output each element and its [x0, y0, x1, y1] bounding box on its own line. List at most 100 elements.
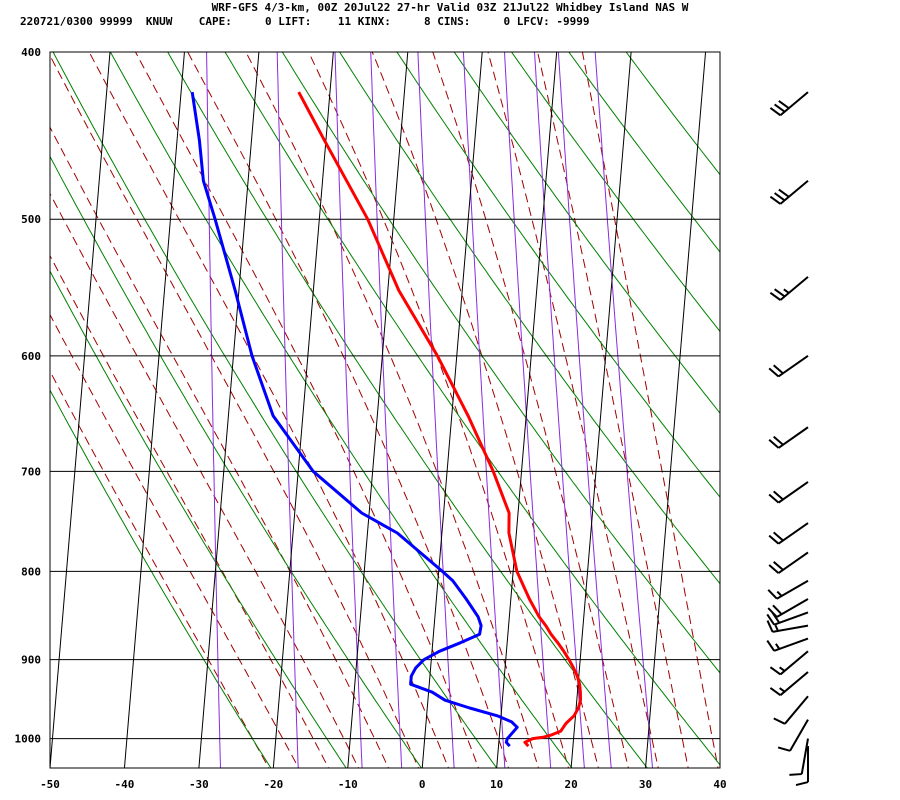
dry-adiabat-line	[50, 389, 272, 768]
dry-adiabat-line	[511, 52, 720, 333]
wind-barb-shaft	[776, 579, 809, 600]
moist-adiabat-line	[50, 126, 390, 768]
wind-barb-shaft	[784, 695, 809, 725]
wind-barb-flag	[768, 534, 780, 545]
wind-barb-shaft	[777, 426, 809, 449]
wind-barb-shaft	[777, 522, 809, 545]
isotherm-line	[421, 52, 483, 768]
wind-barb-flag	[778, 188, 790, 198]
moist-adiabat-line	[88, 52, 450, 768]
x-tick-label: 0	[419, 778, 426, 791]
wind-barb-flag	[789, 773, 802, 776]
wind-barb-half-flag	[779, 666, 786, 672]
dry-adiabat-line	[281, 52, 720, 674]
mixing-ratio-line	[557, 52, 612, 768]
mixing-ratio-line	[334, 52, 363, 768]
dry-adiabat-line	[396, 52, 720, 498]
moist-adiabat-line	[371, 52, 599, 768]
wind-barb-shaft	[779, 276, 809, 301]
wind-barb-shaft	[772, 624, 809, 633]
wind-barb-flag	[768, 367, 780, 378]
wind-barb-flag	[773, 364, 784, 375]
wind-barb-flag	[766, 613, 775, 626]
dry-adiabat-line	[50, 155, 422, 768]
dry-adiabats	[50, 52, 720, 768]
wind-barb	[766, 611, 809, 626]
wind-barb	[769, 91, 809, 117]
wind-barb-shaft	[773, 611, 809, 626]
wind-barb-shaft	[777, 481, 809, 504]
wind-barb-flag	[773, 531, 784, 542]
wind-barb-shaft	[776, 598, 809, 618]
y-tick-label: 900	[21, 654, 41, 667]
isotherm-line	[570, 52, 632, 768]
wind-barb-half-flag	[775, 643, 781, 650]
wind-barb-flag	[771, 612, 781, 624]
moist-adiabat-line	[487, 52, 659, 768]
temperature-profile	[297, 91, 582, 748]
isotherm-line	[198, 52, 260, 768]
mixing-ratio-line	[462, 52, 506, 768]
moist-adiabat-line	[50, 192, 360, 768]
y-tick-label: 800	[21, 565, 41, 578]
x-tick-label: 20	[564, 778, 577, 791]
mixing-ratio-line	[417, 52, 455, 768]
wind-barb-shaft	[789, 719, 809, 752]
wind-barb-flag	[774, 192, 786, 202]
wind-barb	[773, 695, 809, 725]
wind-barb-flag	[773, 435, 784, 446]
wind-barb	[769, 650, 809, 676]
grid	[50, 52, 720, 768]
y-tick-label: 500	[21, 213, 41, 226]
wind-barb-half-flag	[783, 288, 790, 294]
tick-labels: -50 -40 -30 -20 -10 0 10 20 30 40 400 500 600 700 800 9…	[15, 46, 727, 791]
wind-barb-flag	[769, 195, 782, 205]
wind-barb-flag	[795, 781, 809, 787]
wind-barb-shaft	[779, 91, 809, 117]
dry-adiabat-line	[568, 52, 720, 253]
dry-adiabat-line	[224, 52, 720, 766]
wind-barb-flag	[769, 687, 782, 696]
wind-barb	[768, 522, 809, 545]
wind-barb	[767, 579, 809, 600]
x-tick-label: -10	[338, 778, 358, 791]
wind-barb	[766, 620, 809, 633]
isotherm-line	[719, 762, 720, 768]
x-tick-label: -20	[263, 778, 283, 791]
wind-barb-half-flag	[776, 590, 783, 597]
wind-barb-flag	[769, 291, 782, 301]
isotherm-line	[123, 52, 185, 768]
mixing-ratio-line	[276, 52, 299, 768]
wind-barb-shaft	[779, 180, 809, 205]
wind-barb-flag	[772, 604, 783, 615]
wind-barb	[768, 481, 809, 504]
isotherm-line	[347, 52, 409, 768]
isotherm-line	[50, 52, 111, 768]
y-tick-label: 600	[21, 350, 41, 363]
dry-adiabat-line	[625, 52, 720, 176]
wind-barb-flag	[773, 717, 786, 725]
wind-barb	[769, 671, 809, 696]
wind-barb	[766, 637, 809, 652]
y-tick-label: 700	[21, 465, 41, 478]
moist-adiabat-line	[50, 54, 420, 768]
x-tick-label: -30	[189, 778, 209, 791]
dry-adiabat-line	[52, 52, 498, 768]
wind-barb-flag	[774, 103, 786, 113]
wind-barb-shaft	[779, 650, 809, 676]
isotherm-line	[645, 52, 707, 768]
wind-barb-shaft	[777, 551, 809, 574]
wind-barb-shaft	[779, 671, 809, 696]
wind-barb-flag	[774, 288, 786, 298]
x-tick-label: 30	[639, 778, 652, 791]
wind-barb-flag	[766, 620, 774, 633]
dry-adiabat-line	[50, 270, 347, 768]
wind-barb	[777, 719, 809, 752]
wind-barb	[768, 426, 809, 449]
dewpoint-profile	[190, 91, 519, 748]
wind-barb-half-flag	[779, 687, 786, 693]
dry-adiabat-line	[453, 52, 720, 414]
moist-adiabat-line	[308, 52, 570, 768]
wind-barb-flag	[769, 107, 782, 117]
